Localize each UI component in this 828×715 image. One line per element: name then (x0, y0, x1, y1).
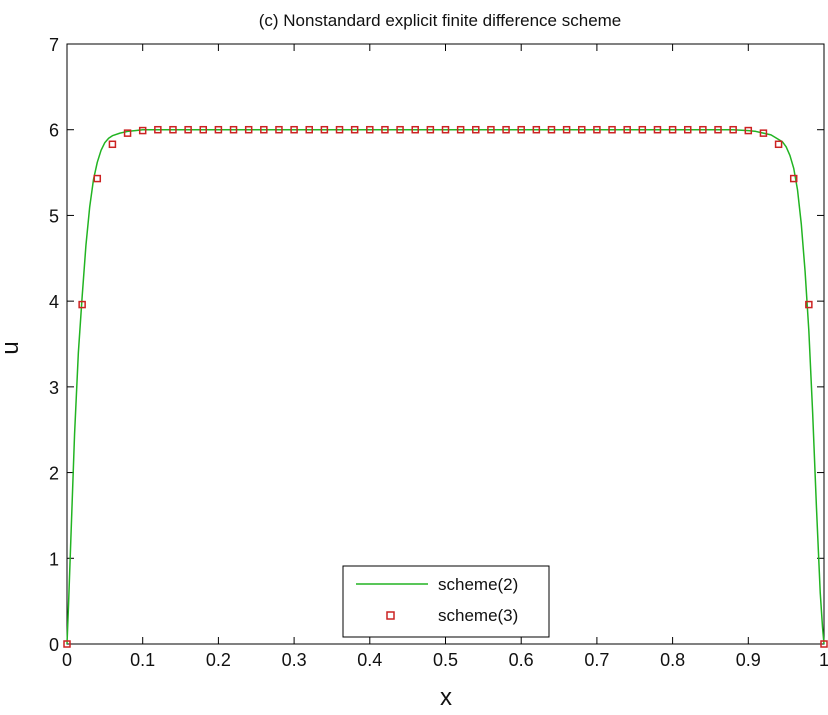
y-tick-label: 6 (49, 121, 59, 141)
data-point-scheme3 (456, 125, 465, 134)
series-scheme3-layer (63, 125, 828, 648)
data-point-scheme3 (547, 125, 556, 134)
legend: scheme(2) scheme(3) (342, 565, 550, 638)
x-tick-label: 0.8 (660, 650, 685, 670)
data-point-scheme3 (759, 129, 768, 137)
x-tick-label: 0 (62, 650, 72, 670)
data-point-scheme3 (789, 174, 798, 183)
data-point-scheme3 (608, 125, 616, 134)
x-axis-label: x (440, 684, 452, 711)
data-point-scheme3 (335, 125, 344, 134)
y-tick-label: 2 (49, 464, 59, 484)
data-point-scheme3 (774, 140, 783, 149)
data-point-scheme3 (63, 640, 71, 648)
data-point-scheme3 (729, 125, 737, 134)
data-point-scheme3 (350, 125, 359, 134)
plot-area (63, 43, 828, 648)
data-point-scheme3 (532, 125, 541, 134)
data-point-scheme3 (214, 125, 223, 134)
data-point-scheme3 (78, 300, 86, 309)
legend-box (342, 565, 550, 638)
legend-marker-swatch (386, 611, 395, 620)
legend-label-scheme3: scheme(3) (438, 606, 518, 625)
chart-title: (c) Nonstandard explicit finite differen… (259, 11, 622, 30)
y-tick-label: 1 (49, 549, 59, 569)
data-point-scheme3 (562, 125, 571, 134)
data-point-scheme3 (229, 125, 238, 134)
data-point-scheme3 (381, 125, 389, 134)
data-point-scheme3 (638, 125, 647, 134)
data-point-scheme3 (260, 125, 268, 134)
x-tick-label: 0.9 (736, 650, 761, 670)
data-point-scheme3 (623, 125, 631, 134)
series-line-scheme2 (66, 128, 825, 645)
data-point-scheme3 (820, 640, 828, 648)
data-point-scheme3 (502, 125, 510, 134)
data-point-scheme3 (411, 125, 419, 134)
data-point-scheme3 (517, 125, 525, 134)
data-point-scheme3 (744, 126, 753, 135)
data-point-scheme3 (290, 125, 298, 134)
data-point-scheme3 (138, 126, 147, 135)
data-point-scheme3 (805, 300, 813, 309)
series-scheme2-layer (66, 128, 825, 645)
data-point-scheme3 (699, 125, 707, 134)
x-tick-label: 1 (819, 650, 828, 670)
x-tick-label: 0.6 (509, 650, 534, 670)
data-point-scheme3 (441, 125, 450, 134)
data-point-scheme3 (154, 125, 162, 134)
data-point-scheme3 (244, 125, 253, 134)
data-point-scheme3 (472, 125, 480, 134)
y-tick-label: 0 (49, 635, 59, 655)
data-point-scheme3 (169, 125, 177, 134)
y-tick-label: 3 (49, 378, 59, 398)
x-tick-label: 0.3 (282, 650, 307, 670)
data-point-scheme3 (93, 174, 102, 183)
data-point-scheme3 (578, 125, 586, 134)
y-tick-label: 7 (49, 35, 59, 55)
data-point-scheme3 (123, 129, 132, 137)
data-point-scheme3 (320, 125, 329, 134)
data-point-scheme3 (714, 125, 722, 134)
y-tick-label: 5 (49, 206, 59, 226)
x-tick-label: 0.7 (584, 650, 609, 670)
legend-label-scheme2: scheme(2) (438, 575, 518, 594)
data-point-scheme3 (396, 125, 404, 134)
data-point-scheme3 (366, 125, 374, 134)
data-point-scheme3 (275, 125, 283, 134)
y-tick-label: 4 (49, 292, 59, 312)
x-tick-label: 0.2 (206, 650, 231, 670)
x-tick-label: 0.5 (433, 650, 458, 670)
data-point-scheme3 (184, 125, 192, 134)
y-tick-labels: 0 1 2 3 4 5 6 7 (49, 35, 59, 655)
data-point-scheme3 (199, 125, 208, 134)
y-axis-label: u (0, 341, 24, 354)
data-point-scheme3 (593, 125, 601, 134)
x-tick-labels: 0 0.1 0.2 0.3 0.4 0.5 0.6 0.7 0.8 0.9 1 (62, 650, 828, 670)
data-point-scheme3 (668, 125, 677, 134)
x-tick-label: 0.4 (357, 650, 382, 670)
data-point-scheme3 (653, 125, 662, 134)
data-point-scheme3 (108, 140, 117, 149)
data-point-scheme3 (683, 125, 692, 134)
data-point-scheme3 (305, 125, 313, 134)
data-point-scheme3 (426, 125, 435, 134)
x-tick-label: 0.1 (130, 650, 155, 670)
data-point-scheme3 (487, 125, 495, 134)
